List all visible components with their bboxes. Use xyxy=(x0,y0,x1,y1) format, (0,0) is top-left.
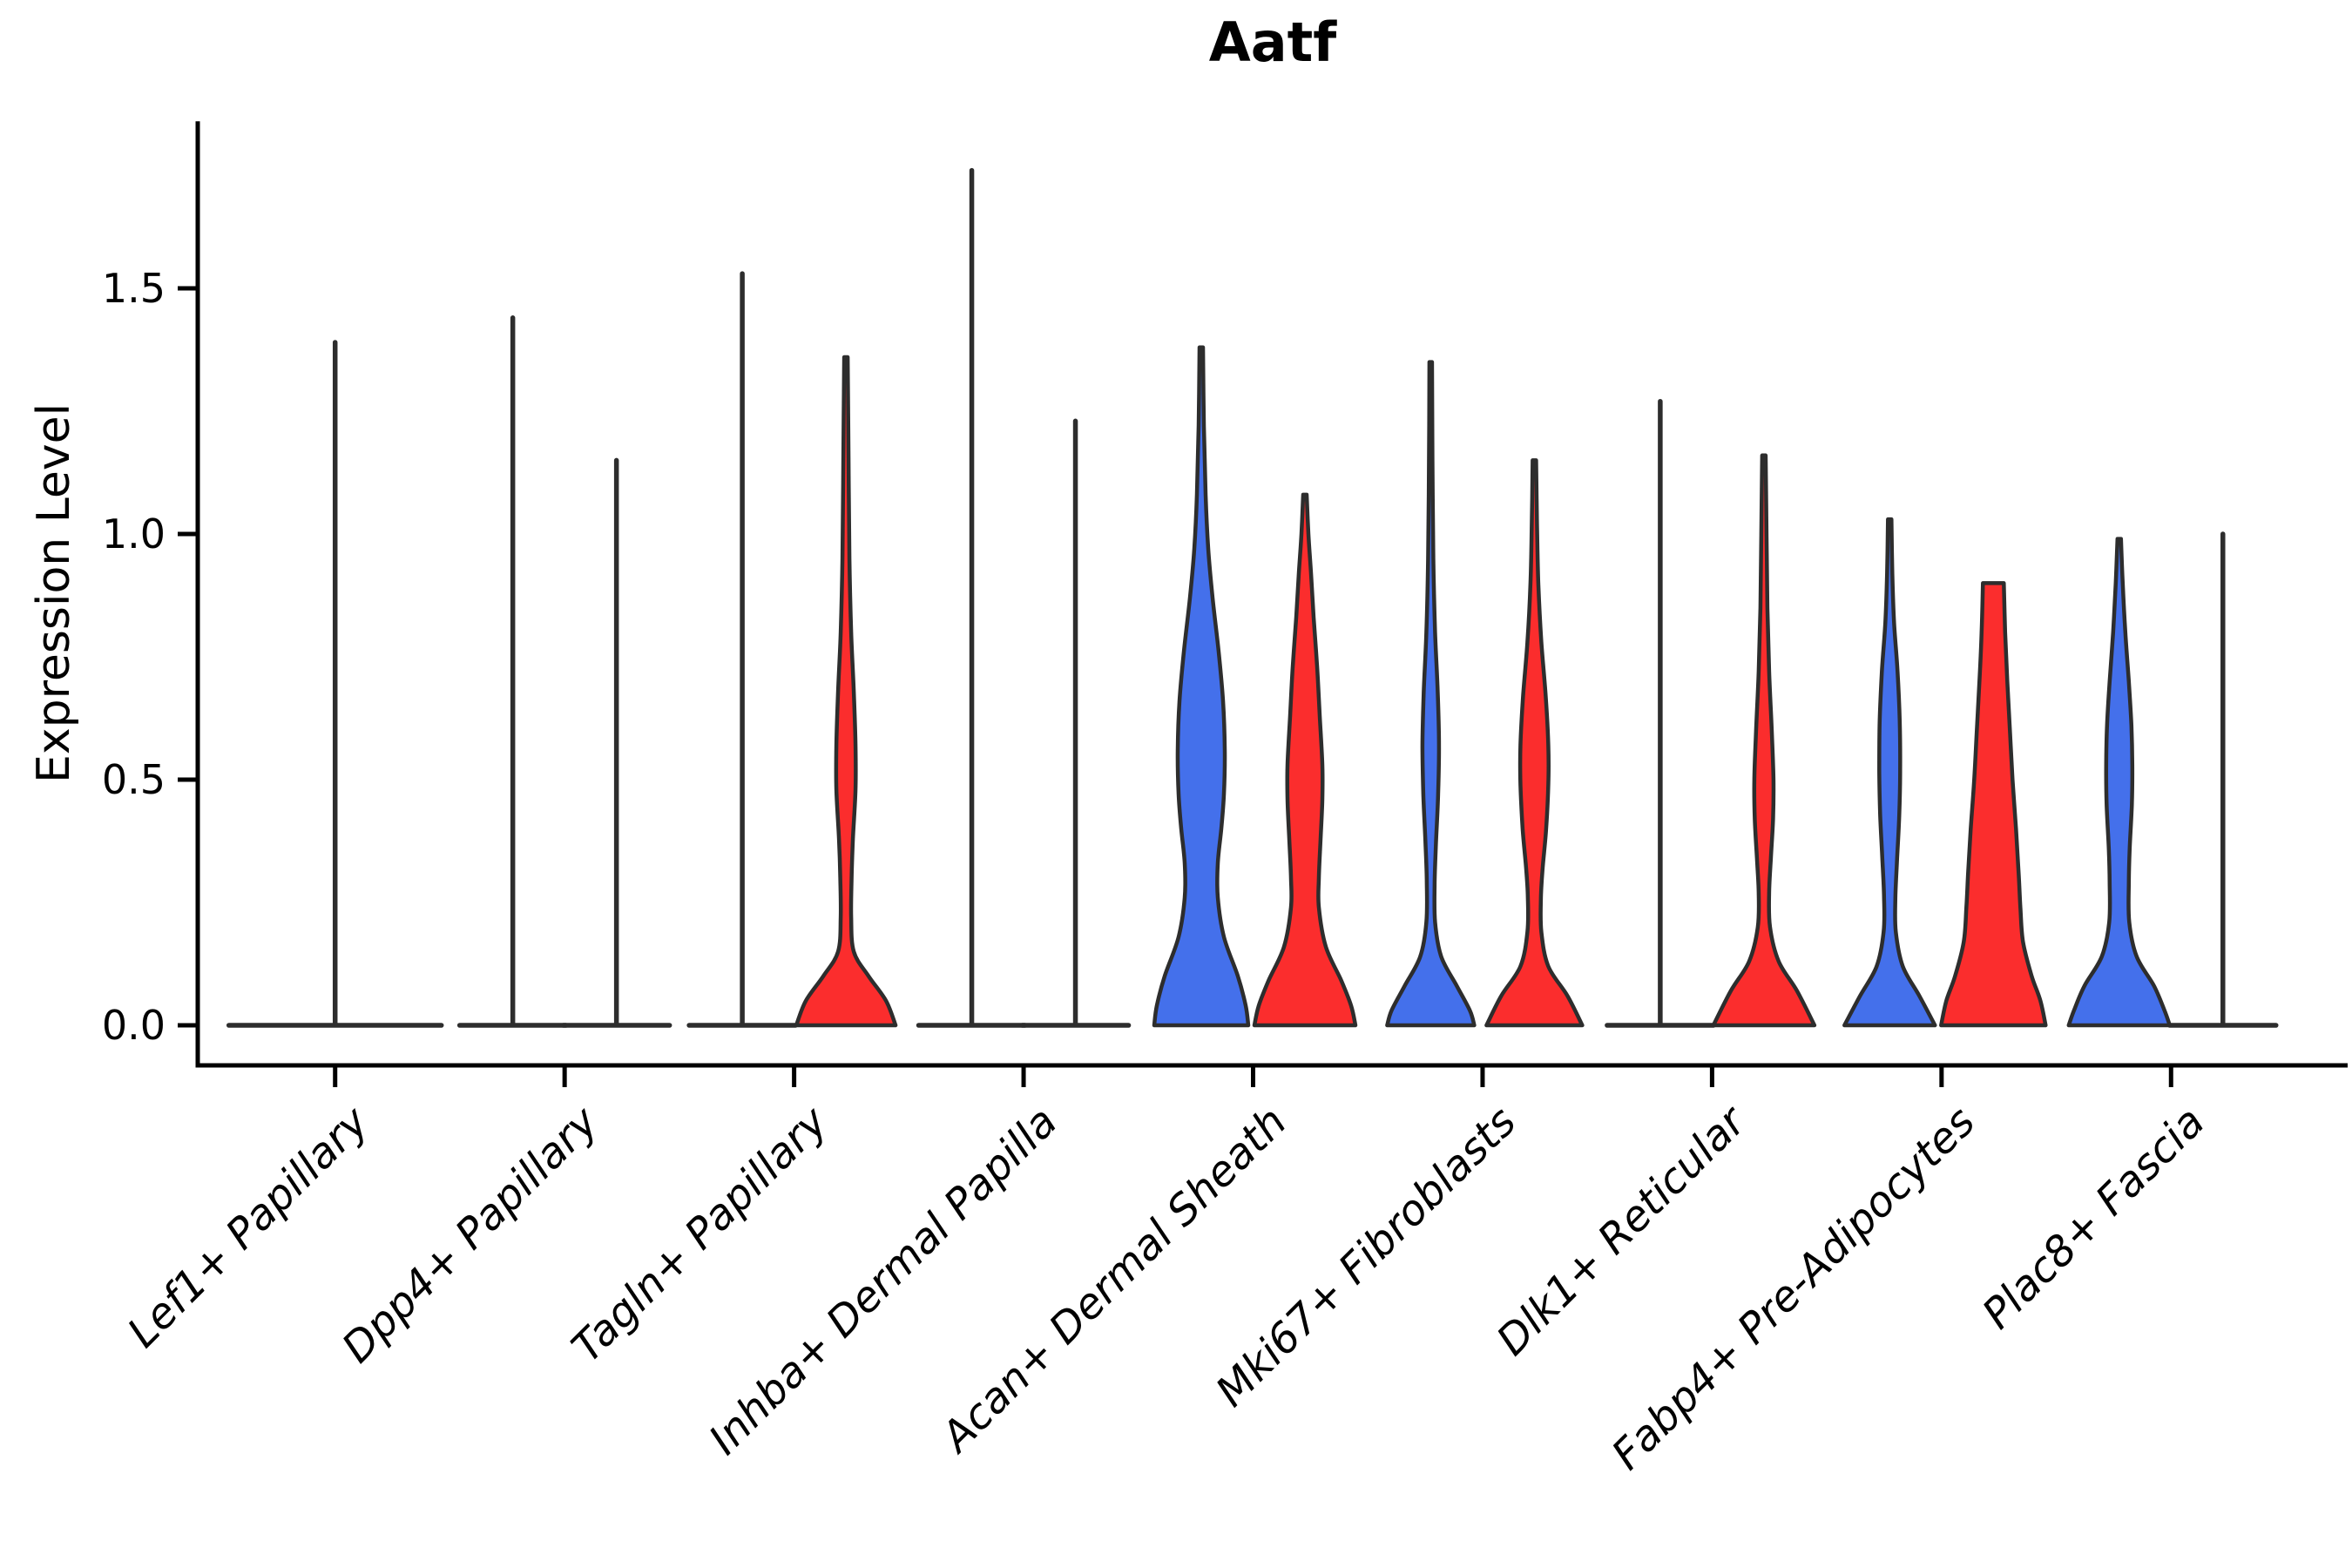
violin-7-left-none-collapsed xyxy=(1605,398,1716,1028)
x-category-label: Tagln+ Papillary xyxy=(563,1097,838,1372)
violin-6-right-red xyxy=(1484,458,1585,1028)
violin-2-left-none-collapsed xyxy=(456,315,569,1028)
violin-3-right-red xyxy=(794,355,898,1028)
violin-8-left-blue xyxy=(1842,517,1937,1028)
x-category-label: Plac8+ Fascia xyxy=(1973,1098,2214,1339)
y-tick-label: 0.0 xyxy=(102,1002,166,1049)
violin-8-right-red xyxy=(1939,581,2048,1028)
x-category-label: Fabp4+ Pre-Adipocytes xyxy=(1603,1098,1985,1480)
x-category-label: Dlk1+ Reticular xyxy=(1488,1095,1758,1365)
violin-1-center-none-collapsed xyxy=(226,340,444,1028)
y-tick-label: 0.5 xyxy=(102,756,166,803)
violin-5-right-red xyxy=(1252,492,1358,1028)
violin-5-left-blue xyxy=(1152,345,1251,1028)
violin-3-left-none-collapsed xyxy=(686,271,798,1028)
violin-7-right-red xyxy=(1711,453,1817,1028)
x-category-label: Lef1+ Papillary xyxy=(118,1097,379,1357)
y-tick-label: 1.5 xyxy=(102,265,166,312)
y-tick-label: 1.0 xyxy=(102,510,166,558)
chart-title: Aatf xyxy=(1208,10,1337,74)
violin-9-left-blue xyxy=(2066,537,2173,1028)
violin-9-right-none-collapsed xyxy=(2167,531,2279,1028)
violin-6-left-blue xyxy=(1385,360,1477,1028)
x-category-label: Dpp4+ Papillary xyxy=(333,1097,608,1372)
violin-4-right-none-collapsed xyxy=(1019,418,1132,1028)
violin-4-left-none-collapsed xyxy=(916,167,1028,1028)
violin-2-right-none-collapsed xyxy=(560,457,672,1028)
